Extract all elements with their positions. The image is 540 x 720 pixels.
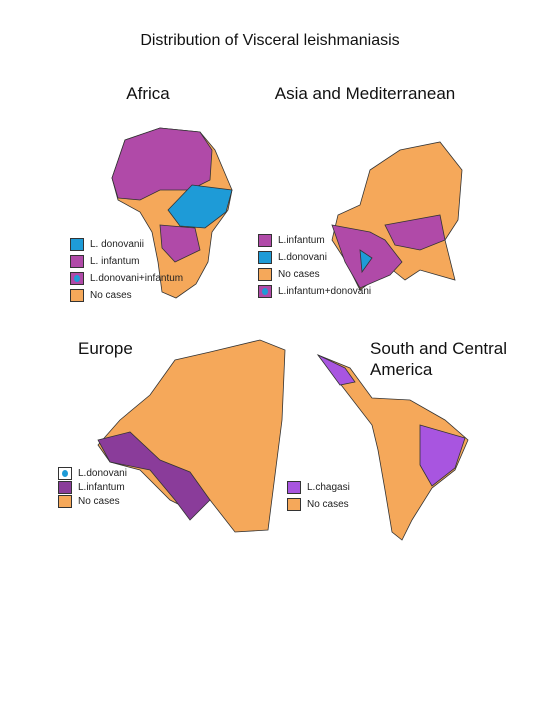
legend-swatch bbox=[58, 494, 72, 508]
legend-swatch bbox=[70, 238, 84, 251]
legend-item: L.donovani+infantum bbox=[70, 270, 183, 287]
legend-label: L.donovani bbox=[278, 252, 327, 263]
legend-dot bbox=[62, 469, 68, 477]
south-america-map bbox=[316, 354, 469, 541]
legend-label: L.donovani bbox=[78, 467, 127, 479]
legend-item: L. donovanii bbox=[70, 236, 183, 253]
legend-item: L.chagasi bbox=[287, 479, 350, 496]
legend-swatch bbox=[287, 498, 301, 511]
legend-label: L. infantum bbox=[90, 256, 140, 267]
legend-swatch bbox=[70, 289, 84, 302]
legend: L.infantum L.donovani No cases L.infantum+d… bbox=[258, 232, 371, 300]
legend-swatch bbox=[287, 481, 301, 494]
legend-item: L.infantum bbox=[58, 480, 127, 494]
legend-label: No cases bbox=[307, 499, 349, 510]
legend-label: No cases bbox=[90, 290, 132, 301]
legend-item: No cases bbox=[258, 266, 371, 283]
panel-title: Asia and Mediterranean bbox=[274, 84, 456, 103]
legend-label: L.infantum bbox=[278, 235, 325, 246]
legend-item: No cases bbox=[287, 496, 350, 513]
legend-swatch bbox=[58, 466, 72, 480]
legend-item: L.infantum+donovani bbox=[258, 283, 371, 300]
asia-map bbox=[331, 141, 463, 291]
panel-title: Africa bbox=[126, 84, 170, 103]
legend: L.donovani L.infantum No cases bbox=[58, 466, 127, 508]
legend-swatch bbox=[258, 234, 272, 247]
legend-dot bbox=[262, 288, 268, 295]
legend-label: L.chagasi bbox=[307, 482, 350, 493]
panel-title: Europe bbox=[78, 339, 133, 358]
africa-map bbox=[111, 127, 233, 299]
legend-item: L.infantum bbox=[258, 232, 371, 249]
legend-dot bbox=[74, 275, 80, 282]
legend: L.chagasi No cases bbox=[287, 479, 350, 513]
legend-label: No cases bbox=[78, 495, 120, 507]
legend-label: L.infantum bbox=[78, 481, 125, 493]
legend-item: L. infantum bbox=[70, 253, 183, 270]
legend-swatch bbox=[258, 251, 272, 264]
legend-label: No cases bbox=[278, 269, 320, 280]
legend-label: L.infantum+donovani bbox=[278, 286, 372, 297]
legend-item: L.donovani bbox=[58, 466, 127, 480]
legend-swatch bbox=[70, 272, 84, 285]
legend-item: No cases bbox=[58, 494, 127, 508]
legend-label: L.donovani+infantum bbox=[90, 273, 184, 284]
title: Distribution of Visceral leishmaniasis bbox=[140, 32, 400, 49]
legend-swatch bbox=[258, 285, 272, 298]
legend-swatch bbox=[58, 480, 72, 494]
legend: L. donovanii L. infantum L.donovani+infant… bbox=[70, 236, 183, 304]
legend-item: No cases bbox=[70, 287, 183, 304]
legend-label: L. donovanii bbox=[90, 239, 144, 250]
legend-item: L.donovani bbox=[258, 249, 371, 266]
panel-title: South and Central America bbox=[370, 339, 508, 379]
legend-swatch bbox=[258, 268, 272, 281]
legend-swatch bbox=[70, 255, 84, 268]
europe-map bbox=[97, 339, 286, 533]
